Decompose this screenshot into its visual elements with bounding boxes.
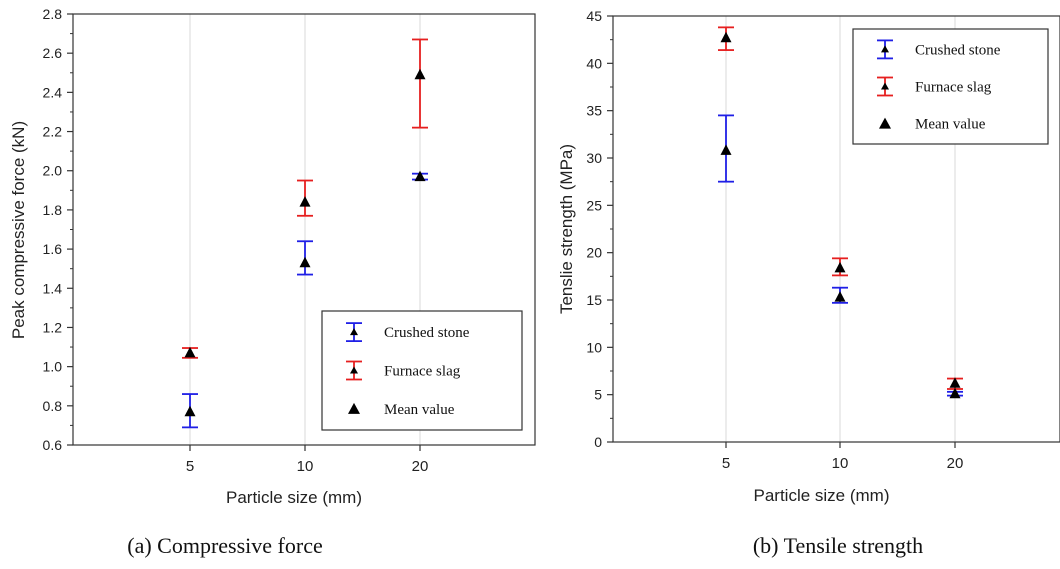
x-axis-title: Particle size (mm) (226, 488, 362, 507)
error-bar-furnace-slag (412, 38, 428, 129)
y-tick-label: 1.4 (43, 280, 63, 296)
x-tick-label: 10 (832, 455, 849, 472)
mean-marker (949, 377, 961, 388)
figure-caption: (a) Compressive force (127, 533, 322, 558)
y-tick-label: 20 (586, 245, 602, 261)
chart-a: 0.6 0.8 1.0 1.2 1.4 1.6 1.8 2.0 2.2 2.4 2.6 2.8 5 10 2… (9, 6, 536, 558)
mean-marker (834, 291, 846, 302)
y-tick-label: 1.6 (43, 241, 63, 257)
y-tick-label: 2.0 (43, 163, 63, 179)
figure-caption: (b) Tensile strength (753, 533, 923, 558)
legend-label: Crushed stone (915, 42, 1001, 58)
x-axis-title: Particle size (mm) (753, 486, 889, 505)
legend-mean-marker (348, 402, 360, 414)
y-tick-label: 35 (586, 103, 602, 119)
mean-marker (720, 31, 732, 43)
y-axis-title: Peak compressive force (kN) (9, 121, 28, 339)
y-tick-label: 5 (594, 387, 602, 403)
y-tick-label: 0.8 (43, 398, 63, 414)
y-tick-label: 2.4 (43, 84, 63, 100)
y-tick-label: 45 (586, 8, 602, 24)
x-tick-label: 5 (186, 458, 194, 475)
legend-label: Crushed stone (384, 325, 470, 341)
legend-label: Mean value (915, 117, 986, 133)
legend-label: Furnace slag (915, 80, 992, 96)
y-tick-label: 0.6 (43, 437, 63, 453)
legend-mean-marker (879, 117, 891, 129)
legend-label: Furnace slag (384, 364, 461, 380)
legend-mean-marker (881, 45, 889, 53)
legend: Crushed stone Furnace slag Mean value (852, 28, 1049, 145)
mean-marker (184, 405, 196, 417)
x-tick-label: 5 (722, 455, 730, 472)
x-tick-label: 10 (297, 458, 314, 475)
mean-marker (299, 196, 311, 207)
y-tick-label: 15 (586, 292, 602, 308)
legend: Crushed stone Furnace slag Mean value (321, 310, 523, 431)
y-tick-label: 25 (586, 197, 602, 213)
legend-item: Mean value (348, 402, 455, 418)
legend-mean-marker (350, 366, 358, 374)
mean-marker (414, 170, 426, 182)
y-tick-label: 1.8 (43, 202, 63, 218)
y-axis-title: Tenslie strength (MPa) (557, 144, 576, 314)
legend-mean-marker (350, 328, 358, 336)
legend-label: Mean value (384, 402, 455, 418)
y-tick-label: 40 (586, 55, 602, 71)
y-tick-label: 2.8 (43, 6, 63, 22)
mean-marker (414, 68, 426, 80)
mean-marker (299, 256, 311, 268)
chart-b: 0 5 10 15 20 25 30 35 40 45 5 10 20 Particle size (mm… (557, 8, 1060, 558)
mean-marker (834, 261, 846, 273)
y-tick-label: 2.6 (43, 45, 63, 61)
legend-item: Furnace slag (877, 76, 992, 97)
mean-marker (184, 346, 196, 358)
legend-item: Mean value (879, 117, 986, 133)
y-tick-label: 30 (586, 150, 602, 166)
y-tick-label: 10 (586, 339, 602, 355)
legend-item: Crushed stone (346, 322, 470, 343)
y-tick-label: 2.2 (43, 124, 63, 140)
mean-marker (720, 144, 732, 155)
x-tick-label: 20 (412, 458, 429, 475)
legend-item: Crushed stone (877, 39, 1001, 60)
legend-item: Furnace slag (346, 360, 461, 381)
legend-mean-marker (881, 82, 889, 90)
y-tick-label: 1.2 (43, 319, 63, 335)
x-tick-label: 20 (947, 455, 964, 472)
y-tick-label: 1.0 (43, 359, 63, 375)
y-tick-label: 0 (594, 434, 602, 450)
mean-marker (949, 387, 961, 399)
